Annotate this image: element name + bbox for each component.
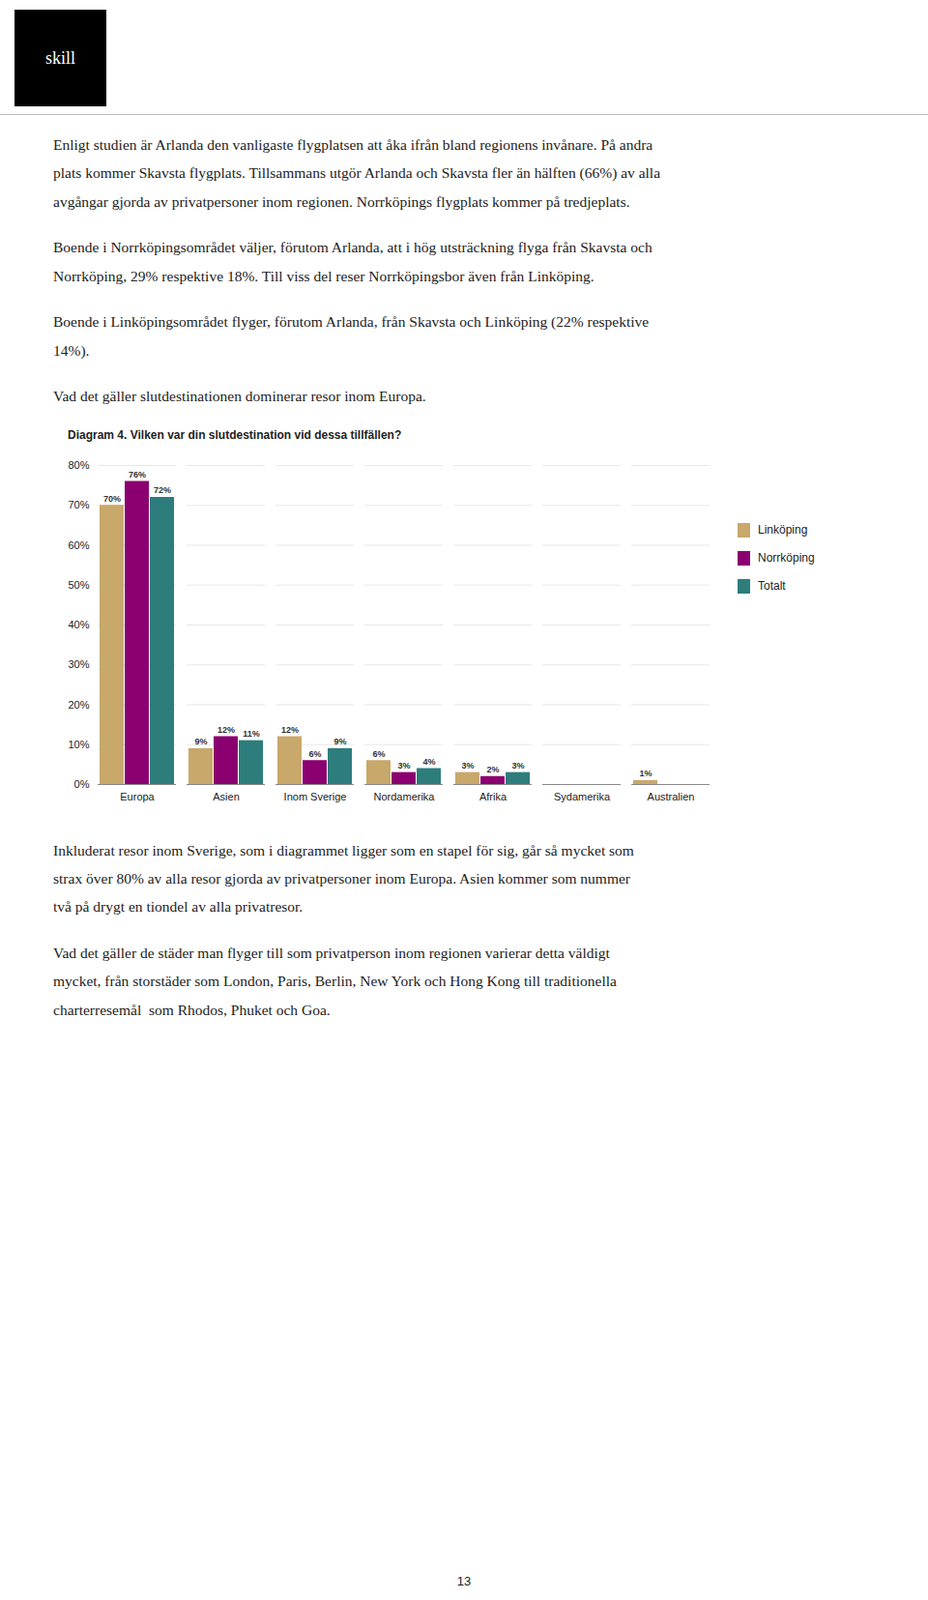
svg-text:60%: 60% [67,538,89,551]
svg-text:12%: 12% [281,724,299,734]
svg-text:Afrika: Afrika [479,790,508,803]
html-text:13: 13 [457,1573,471,1589]
svg-text:2%: 2% [486,764,499,775]
html-text:Boende i Norrköpingsområdet vä: Boende i Norrköpingsområdet väljer, föru… [53,239,653,285]
svg-text:Inom Sverige: Inom Sverige [284,790,348,803]
html-text:Inkluderat resor inom Sverige,: Inkluderat resor inom Sverige, som i dia… [53,841,635,915]
svg-text:3%: 3% [511,760,524,771]
svg-text:40%: 40% [67,618,89,631]
svg-text:0%: 0% [74,778,90,790]
svg-text:9%: 9% [333,736,347,747]
html-text:Vad det gäller slutdestination: Vad det gäller slutdestinationen dominer… [53,387,427,405]
html-text:Totalt: Totalt [757,579,786,593]
svg-text:76%: 76% [128,468,146,479]
svg-text:72%: 72% [153,485,172,495]
svg-text:Australien: Australien [647,790,696,803]
svg-text:20%: 20% [67,697,89,710]
svg-text:6%: 6% [372,748,385,758]
html-text:Diagram 4. Vilken var din slut: Diagram 4. Vilken var din slutdestinatio… [67,427,402,442]
html-text:Enligt studien är Arlanda den: Enligt studien är Arlanda den vanligaste… [53,136,661,210]
svg-text:11%: 11% [242,728,261,739]
svg-text:4%: 4% [422,755,435,766]
svg-text:Nordamerika: Nordamerika [374,790,436,803]
svg-text:10%: 10% [67,737,89,750]
svg-text:6%: 6% [308,748,321,758]
svg-text:80%: 80% [67,459,89,471]
svg-text:Asien: Asien [212,790,240,803]
svg-text:70%: 70% [103,493,121,503]
svg-text:30%: 30% [67,658,89,670]
svg-text:12%: 12% [217,724,235,734]
svg-text:Sydamerika: Sydamerika [553,790,611,803]
html-text:Norrköping: Norrköping [757,551,815,565]
html-text:Boende i Linköpingsområdet fly: Boende i Linköpingsområdet flyger, förut… [53,313,649,359]
svg-text:3%: 3% [397,760,410,771]
html-text:Linköping: Linköping [757,522,808,537]
html-text:Vad det gäller de städer man f: Vad det gäller de städer man flyger till… [53,944,617,1018]
svg-text:3%: 3% [461,760,474,771]
svg-text:1%: 1% [638,768,652,779]
html-text:skill: skill [45,47,76,68]
svg-text:70%: 70% [67,498,89,511]
svg-text:9%: 9% [194,736,207,747]
svg-text:50%: 50% [67,578,89,590]
svg-text:Europa: Europa [119,790,155,803]
